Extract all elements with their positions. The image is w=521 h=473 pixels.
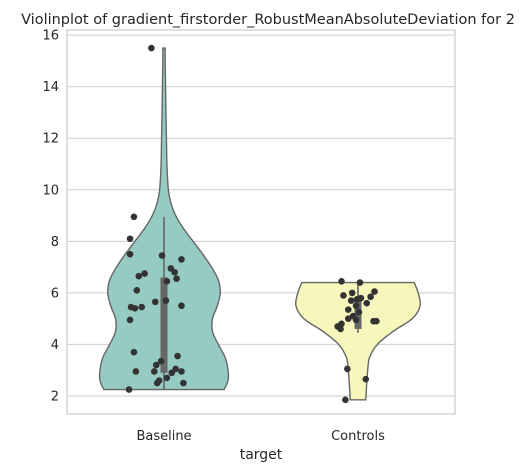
point-baseline-1 <box>130 213 138 221</box>
data-points <box>125 44 380 404</box>
point-baseline-8 <box>171 268 178 276</box>
point-controls-9 <box>363 299 371 307</box>
y-tick-10: 10 <box>42 183 59 198</box>
x-tick-labels: Baseline Controls <box>136 429 385 444</box>
point-baseline-2 <box>126 235 134 243</box>
iqr-box-baseline <box>160 277 168 373</box>
point-baseline-31 <box>180 379 187 387</box>
point-baseline-4 <box>158 252 166 259</box>
plot-border <box>66 29 456 415</box>
point-controls-4 <box>340 292 347 299</box>
point-baseline-17 <box>138 303 145 311</box>
point-baseline-11 <box>163 277 171 285</box>
point-baseline-19 <box>126 316 134 324</box>
y-tick-12: 12 <box>42 132 59 147</box>
point-baseline-12 <box>133 286 141 294</box>
point-controls-5 <box>367 293 374 301</box>
point-controls-7 <box>353 296 361 303</box>
point-controls-21 <box>344 365 351 373</box>
y-tick-8: 8 <box>51 235 59 250</box>
point-baseline-33 <box>125 386 133 393</box>
point-controls-8 <box>347 297 355 304</box>
point-baseline-0 <box>148 44 155 52</box>
point-controls-2 <box>371 288 378 295</box>
point-controls-14 <box>345 315 352 322</box>
point-baseline-29 <box>163 374 171 382</box>
point-baseline-13 <box>151 298 159 306</box>
point-controls-1 <box>356 279 364 286</box>
point-controls-23 <box>342 396 349 404</box>
y-tick-2: 2 <box>51 389 59 404</box>
point-baseline-26 <box>132 368 140 375</box>
point-baseline-21 <box>174 352 181 360</box>
point-controls-11 <box>345 306 352 313</box>
point-controls-3 <box>348 289 356 297</box>
point-controls-20 <box>337 325 344 333</box>
point-baseline-3 <box>126 250 134 258</box>
point-baseline-22 <box>157 357 165 365</box>
point-baseline-20 <box>130 348 138 356</box>
x-axis-label: target <box>240 447 283 463</box>
axes-frame <box>66 29 456 415</box>
point-baseline-9 <box>135 272 143 280</box>
point-baseline-10 <box>173 275 180 282</box>
point-baseline-23 <box>152 361 160 369</box>
point-baseline-16 <box>131 305 139 312</box>
violins <box>98 47 422 401</box>
y-tick-labels: 2 4 6 8 10 12 14 16 <box>42 29 59 405</box>
point-controls-22 <box>362 375 370 383</box>
y-tick-6: 6 <box>51 286 59 301</box>
point-controls-17 <box>373 317 380 325</box>
point-baseline-14 <box>162 297 170 304</box>
chart-title: Violinplot of gradient_firstorder_Robust… <box>21 12 515 28</box>
point-controls-10 <box>352 302 360 310</box>
point-baseline-7 <box>141 270 148 277</box>
x-tick-baseline: Baseline <box>136 429 191 444</box>
x-tick-controls: Controls <box>331 429 385 444</box>
point-baseline-25 <box>151 368 158 375</box>
point-baseline-18 <box>178 302 185 310</box>
point-baseline-27 <box>178 368 185 375</box>
point-controls-12 <box>355 308 363 316</box>
point-controls-0 <box>338 277 345 285</box>
point-baseline-28 <box>168 369 176 377</box>
point-baseline-32 <box>153 379 161 387</box>
y-tick-4: 4 <box>51 338 59 353</box>
violin-controls <box>294 281 422 401</box>
y-tick-16: 16 <box>42 29 59 44</box>
point-baseline-5 <box>178 256 185 263</box>
point-controls-15 <box>352 316 360 324</box>
y-tick-14: 14 <box>42 80 59 95</box>
